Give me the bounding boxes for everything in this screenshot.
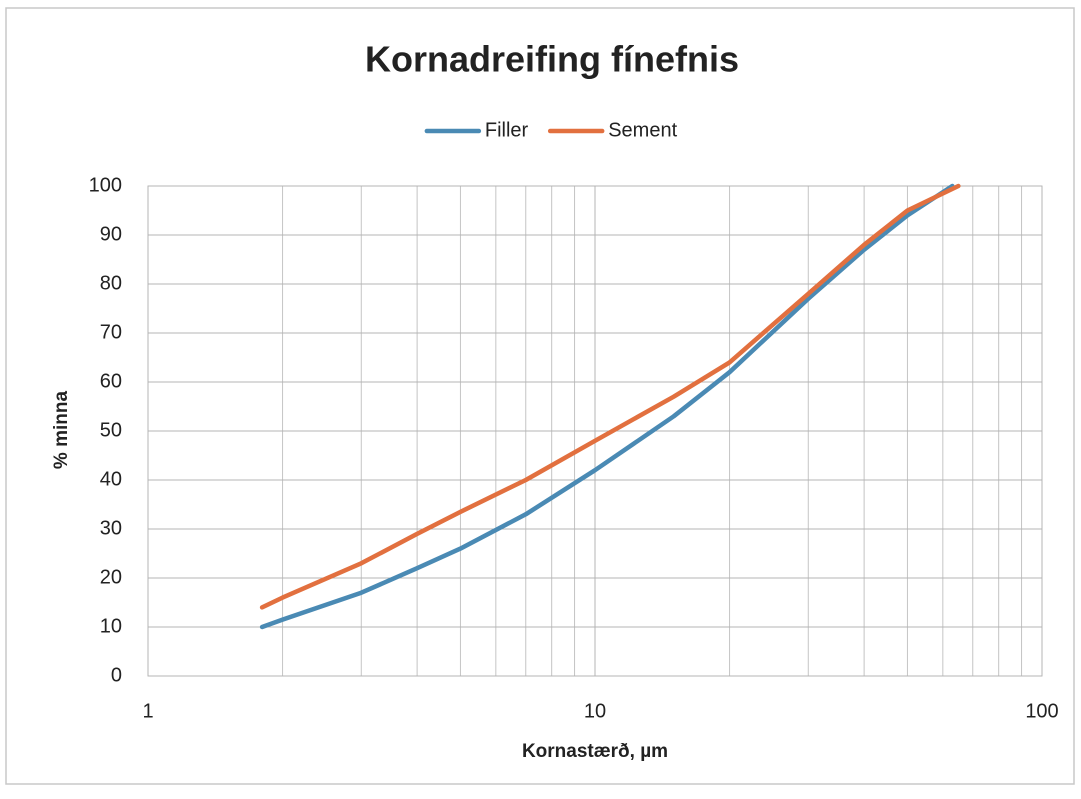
y-tick-label: 100	[89, 174, 122, 196]
y-tick-label: 40	[100, 468, 122, 490]
series-line	[259, 183, 955, 630]
y-tick-label: 20	[100, 566, 122, 588]
y-tick-label: 0	[111, 664, 122, 686]
legend-label: Filler	[485, 119, 529, 141]
y-tick-label: 90	[100, 223, 122, 245]
y-axis-label: % minna	[51, 391, 72, 470]
chart-title: Kornadreifing fínefnis	[365, 39, 739, 80]
series-line	[259, 183, 961, 610]
y-tick-label: 10	[100, 615, 122, 637]
y-tick-label: 60	[100, 370, 122, 392]
legend: Filler Sement	[424, 119, 678, 141]
y-tick-label: 70	[100, 321, 122, 343]
y-tick-label: 30	[100, 517, 122, 539]
y-tick-label: 50	[100, 419, 122, 441]
x-tick-label: 10	[584, 700, 606, 722]
x-tick-label: 1	[142, 700, 153, 722]
legend-label: Sement	[608, 119, 677, 141]
x-tick-label: 100	[1025, 700, 1058, 722]
y-tick-label: 80	[100, 272, 122, 294]
x-axis-label: Kornastærð, µm	[522, 741, 668, 762]
